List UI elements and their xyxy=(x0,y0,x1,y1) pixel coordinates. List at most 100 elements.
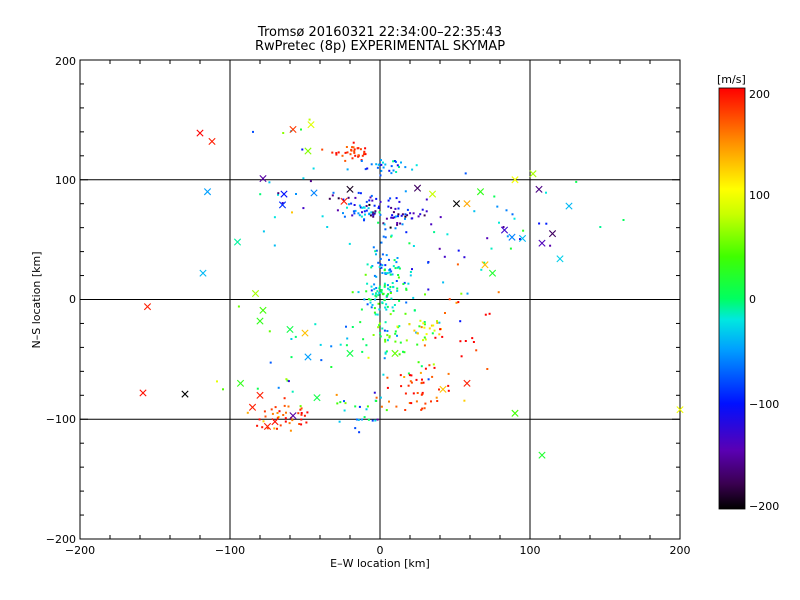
colorbar-tick-label: 200 xyxy=(749,88,770,101)
scatter-point xyxy=(545,191,547,194)
scatter-point xyxy=(365,209,368,212)
scatter-point xyxy=(409,271,412,273)
scatter-point xyxy=(412,212,415,215)
scatter-point xyxy=(273,244,276,247)
scatter-point xyxy=(513,217,516,220)
scatter-point xyxy=(392,169,395,172)
scatter-point xyxy=(400,214,403,217)
scatter-point xyxy=(407,372,410,375)
scatter-point xyxy=(379,257,382,260)
scatter-point xyxy=(386,376,389,379)
cross-marker xyxy=(271,418,279,426)
scatter-point xyxy=(464,340,467,342)
scatter-point xyxy=(388,271,391,274)
scatter-point xyxy=(300,418,303,421)
scatter-point xyxy=(408,323,411,326)
scatter-point xyxy=(395,261,398,264)
cross-marker xyxy=(304,147,312,155)
scatter-point xyxy=(331,151,334,154)
scatter-point xyxy=(269,361,272,364)
scatter-point xyxy=(336,209,339,212)
scatter-point xyxy=(435,396,438,399)
scatter-point xyxy=(308,118,311,121)
cross-marker xyxy=(538,239,546,247)
scatter-point xyxy=(463,256,466,259)
scatter-point xyxy=(387,199,390,202)
scatter-point xyxy=(312,167,315,170)
scatter-point xyxy=(405,288,408,291)
scatter-point xyxy=(299,405,302,408)
scatter-point xyxy=(404,190,407,193)
scatter-point xyxy=(446,233,449,236)
scatter-point xyxy=(335,152,338,155)
scatter-point xyxy=(385,272,388,275)
scatter-point xyxy=(463,399,466,402)
scatter-point xyxy=(216,380,218,383)
scatter-point xyxy=(410,402,413,405)
scatter-point xyxy=(384,163,387,166)
scatter-point xyxy=(291,211,293,214)
scatter-point xyxy=(365,290,368,293)
scatter-point xyxy=(380,289,383,291)
scatter-point xyxy=(366,263,369,266)
scatter-point xyxy=(344,151,347,154)
scatter-point xyxy=(345,146,348,148)
axis-ticks xyxy=(79,59,681,540)
scatter-point xyxy=(259,193,262,196)
scatter-point xyxy=(388,258,390,261)
scatter-point xyxy=(382,373,385,376)
scatter-point xyxy=(369,301,372,304)
scatter-point xyxy=(459,340,462,343)
scatter-point xyxy=(419,319,422,322)
scatter-point xyxy=(222,388,224,391)
scatter-point xyxy=(285,378,288,381)
scatter-point xyxy=(396,257,399,259)
scatter-point xyxy=(367,298,370,301)
scatter-point xyxy=(398,200,401,203)
scatter-point xyxy=(381,301,384,304)
cross-marker xyxy=(259,174,267,183)
scatter-point xyxy=(397,207,400,210)
scatter-point xyxy=(472,341,475,343)
scatter-point xyxy=(425,333,428,336)
scatter-point xyxy=(364,153,367,156)
scatter-point xyxy=(363,206,366,209)
scatter-point xyxy=(361,350,364,353)
x-tick-labels: −200 −100 0 100 200 xyxy=(65,544,691,557)
scatter-point xyxy=(377,221,380,224)
scatter-point xyxy=(497,291,500,294)
cross-marker xyxy=(346,349,354,357)
scatter-point xyxy=(422,381,425,384)
scatter-point xyxy=(379,335,382,338)
scatter-point xyxy=(549,244,552,247)
scatter-point xyxy=(411,168,414,171)
scatter-point xyxy=(390,206,393,209)
scatter-point xyxy=(545,222,548,225)
scatter-point xyxy=(420,365,423,368)
scatter-point xyxy=(421,407,424,410)
scatter-point xyxy=(408,402,411,404)
scatter-point xyxy=(368,213,371,216)
scatter-point xyxy=(357,418,360,421)
scatter-point xyxy=(321,148,324,151)
scatter-point xyxy=(351,214,354,217)
cross-marker xyxy=(259,306,267,314)
scatter-point xyxy=(439,216,442,219)
scatter-point xyxy=(276,427,278,430)
scatter-point xyxy=(394,330,397,333)
scatter-point xyxy=(368,199,371,202)
cross-marker xyxy=(233,238,242,246)
scatter-point xyxy=(448,298,451,301)
scatter-point xyxy=(427,288,430,291)
scatter-point xyxy=(300,407,303,410)
scatter-point xyxy=(261,426,264,429)
scatter-point xyxy=(300,423,303,426)
scatter-point xyxy=(400,385,403,388)
scatter-point xyxy=(362,338,365,341)
scatter-point xyxy=(422,322,425,325)
scatter-point xyxy=(273,216,276,219)
scatter-point xyxy=(283,404,286,407)
scatter-point xyxy=(373,311,376,314)
scatter-point xyxy=(367,356,370,359)
scatter-point xyxy=(357,154,360,157)
